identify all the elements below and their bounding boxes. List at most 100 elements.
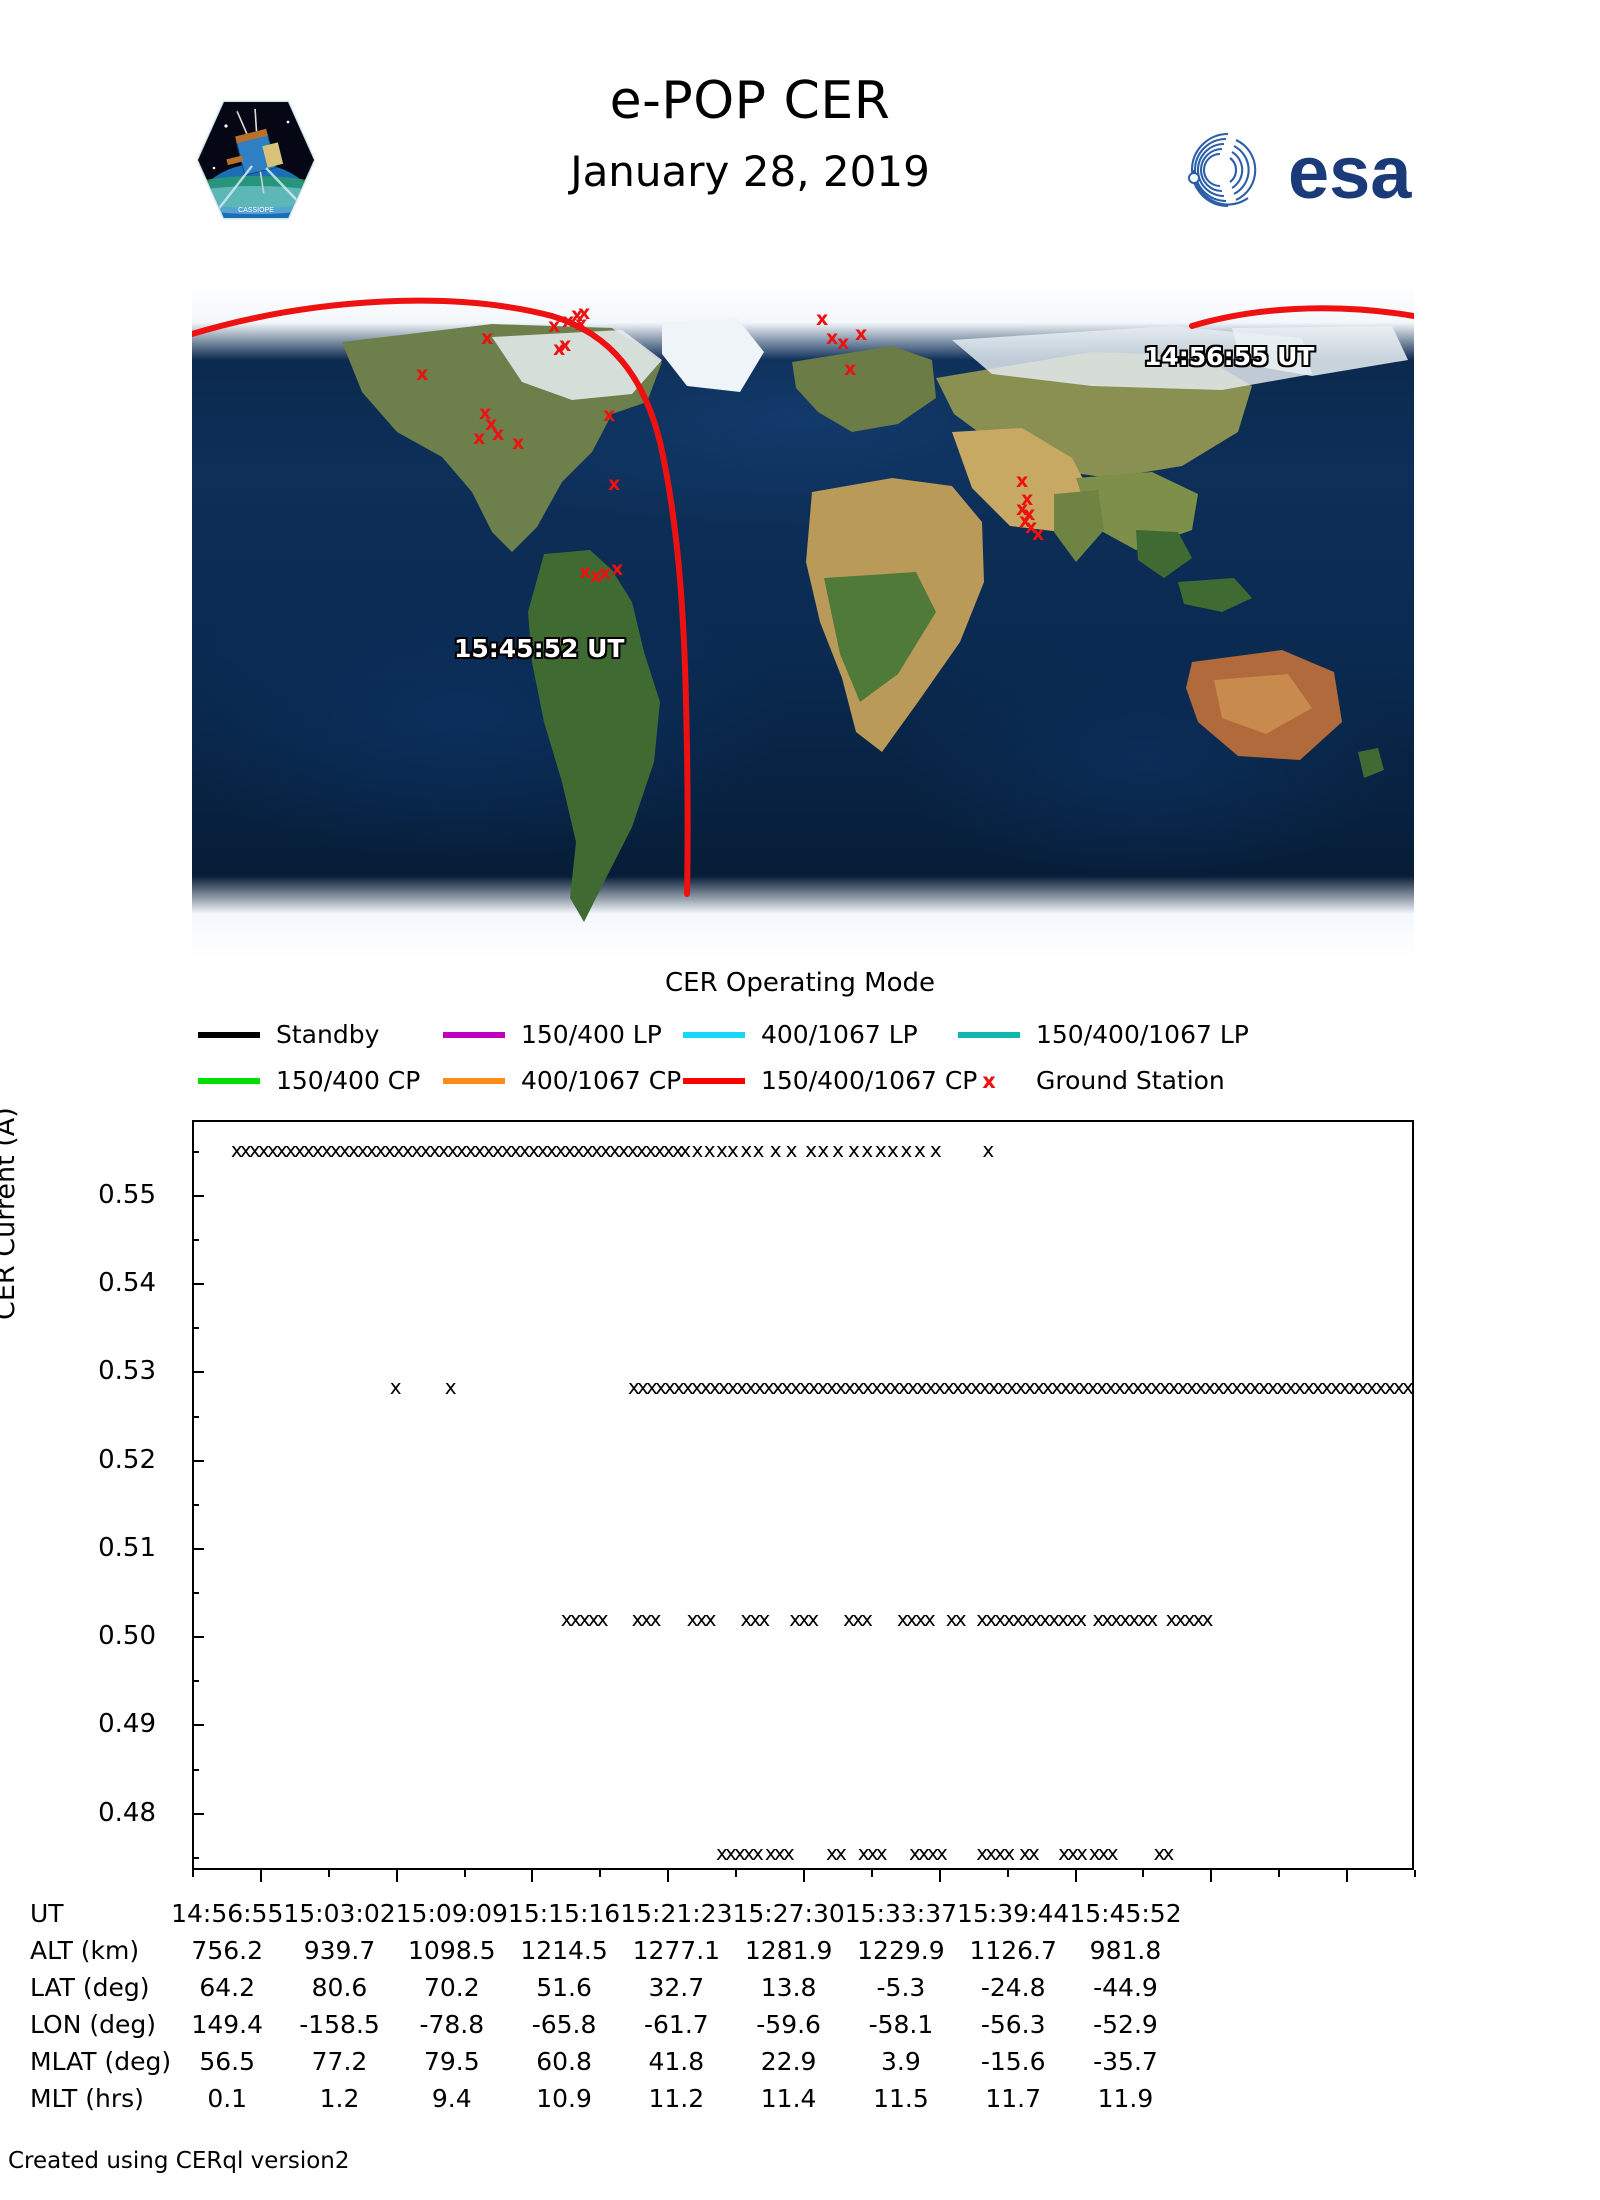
table-cell: 15:39:44	[957, 1899, 1070, 1928]
data-point: x	[455, 1138, 468, 1163]
ground-station-marker: x	[579, 561, 592, 583]
table-cell: 51.6	[536, 1973, 592, 2002]
y-axis-minor-tick	[192, 1327, 199, 1330]
data-point: x	[1365, 1374, 1378, 1399]
data-point: x	[578, 1606, 591, 1631]
data-point: x	[816, 1374, 829, 1399]
data-point: x	[905, 1606, 918, 1631]
legend-item-150-400-1067-cp: 150/400/1067 CP	[683, 1066, 977, 1095]
y-axis-tick-label: 0.49	[98, 1709, 156, 1740]
data-point: x	[1067, 1840, 1079, 1865]
ground-station-marker: x	[575, 313, 588, 335]
data-point: x	[482, 1138, 495, 1163]
legend-color-swatch	[198, 1077, 260, 1084]
y-axis-minor-tick	[192, 1459, 199, 1462]
data-point: x	[1104, 1374, 1117, 1399]
satellite-ground-track	[192, 297, 1414, 897]
legend-item-standby: Standby	[198, 1020, 379, 1049]
data-point: x	[569, 1606, 582, 1631]
legend-label: Standby	[276, 1020, 380, 1049]
data-point: x	[640, 1606, 653, 1631]
data-point: x	[1311, 1374, 1324, 1399]
table-cell: -158.5	[299, 2010, 380, 2039]
ground-station-marker: x	[826, 327, 839, 349]
table-cell: 64.2	[199, 1973, 256, 2002]
x-axis-minor-tick	[463, 1870, 466, 1877]
data-point: x	[888, 1374, 901, 1399]
data-point: x	[954, 1606, 967, 1631]
ephemeris-table-grid: UT 14:56:55 15:03:02 15:09:09 15:15:16 15:21:…	[30, 1895, 1182, 2117]
legend-label: 150/400/1067 LP	[1036, 1020, 1249, 1049]
data-point: x	[1239, 1374, 1252, 1399]
table-row-label: UT	[30, 1899, 64, 1928]
table-cell: -5.3	[876, 1973, 926, 2002]
data-point: x	[751, 1840, 764, 1865]
ground-station-marker: x	[479, 402, 492, 424]
y-axis-minor-tick	[192, 1371, 199, 1374]
data-point: x	[1097, 1840, 1110, 1865]
data-point: x	[1110, 1606, 1123, 1631]
data-point: x	[843, 1606, 855, 1631]
data-point: x	[798, 1606, 811, 1631]
data-point: x	[1032, 1374, 1045, 1399]
data-point: x	[789, 1606, 802, 1631]
table-cell: -56.3	[980, 2010, 1046, 2039]
ground-station-marker: x	[571, 304, 584, 326]
data-point: x	[1023, 1374, 1036, 1399]
data-point: x	[500, 1138, 513, 1163]
data-point: x	[311, 1138, 324, 1163]
data-point: x	[936, 1840, 948, 1865]
data-point: x	[896, 1606, 909, 1631]
data-point: x	[764, 1840, 777, 1865]
table-cell: 11.9	[1097, 2084, 1154, 2113]
data-point: x	[929, 1138, 942, 1163]
data-point: x	[636, 1374, 649, 1399]
y-axis-minor-tick	[192, 1503, 199, 1506]
data-point: x	[1356, 1374, 1369, 1399]
table-cell: 1098.5	[408, 1936, 496, 1965]
data-point: x	[596, 1606, 609, 1631]
data-point: x	[419, 1138, 432, 1163]
data-point: x	[1158, 1374, 1171, 1399]
table-row: UT 14:56:55 15:03:02 15:09:09 15:15:16 15:21:…	[30, 1895, 1182, 1932]
data-point: x	[389, 1374, 402, 1399]
table-cell: 149.4	[191, 2010, 263, 2039]
table-row: MLAT (deg) 56.5 77.2 79.5 60.8 41.8 22.9 3.9 -15…	[30, 2043, 1182, 2080]
x-axis-minor-tick	[803, 1870, 805, 1877]
data-point: x	[861, 1606, 873, 1631]
y-axis-ticks: 0.48 0.49 0.50 0.51 0.52 0.53 0.54 0.55	[0, 1120, 178, 1870]
table-cell: 60.8	[536, 2047, 592, 2076]
y-axis-minor-tick	[192, 1415, 199, 1418]
data-point: x	[631, 1606, 644, 1631]
table-row: LAT (deg) 64.2 80.6 70.2 51.6 32.7 13.8 -5.3 -24…	[30, 1969, 1182, 2006]
table-cell: 756.2	[191, 1936, 263, 1965]
ground-station-marker: x	[492, 423, 505, 445]
table-cell: 1214.5	[520, 1936, 608, 1965]
footer-credit: Created using CERql version2	[8, 2148, 350, 2174]
data-point: x	[740, 1138, 753, 1163]
y-axis-minor-tick	[192, 1680, 199, 1683]
data-point: x	[1201, 1606, 1214, 1631]
y-axis-minor-tick	[192, 1195, 199, 1197]
data-point: x	[887, 1138, 899, 1163]
data-point: x	[1041, 1374, 1054, 1399]
x-axis-minor-tick	[1074, 1870, 1077, 1877]
data-point: x	[239, 1138, 252, 1163]
y-axis-label: CER Current (A)	[0, 1107, 21, 1320]
data-point: x	[1092, 1606, 1105, 1631]
x-axis-minor-tick	[395, 1870, 398, 1877]
legend-color-swatch	[683, 1031, 745, 1038]
data-point: x	[1050, 1374, 1063, 1399]
data-point: x	[662, 1138, 675, 1163]
data-point: x	[780, 1374, 793, 1399]
ground-station-marker: x	[611, 558, 624, 580]
ground-station-marker: x	[548, 315, 561, 337]
data-point: x	[724, 1840, 737, 1865]
data-point: x	[915, 1374, 928, 1399]
data-point: x	[914, 1606, 927, 1631]
data-point: x	[491, 1138, 504, 1163]
table-cell: 15:09:09	[395, 1899, 508, 1928]
data-point: x	[644, 1138, 657, 1163]
